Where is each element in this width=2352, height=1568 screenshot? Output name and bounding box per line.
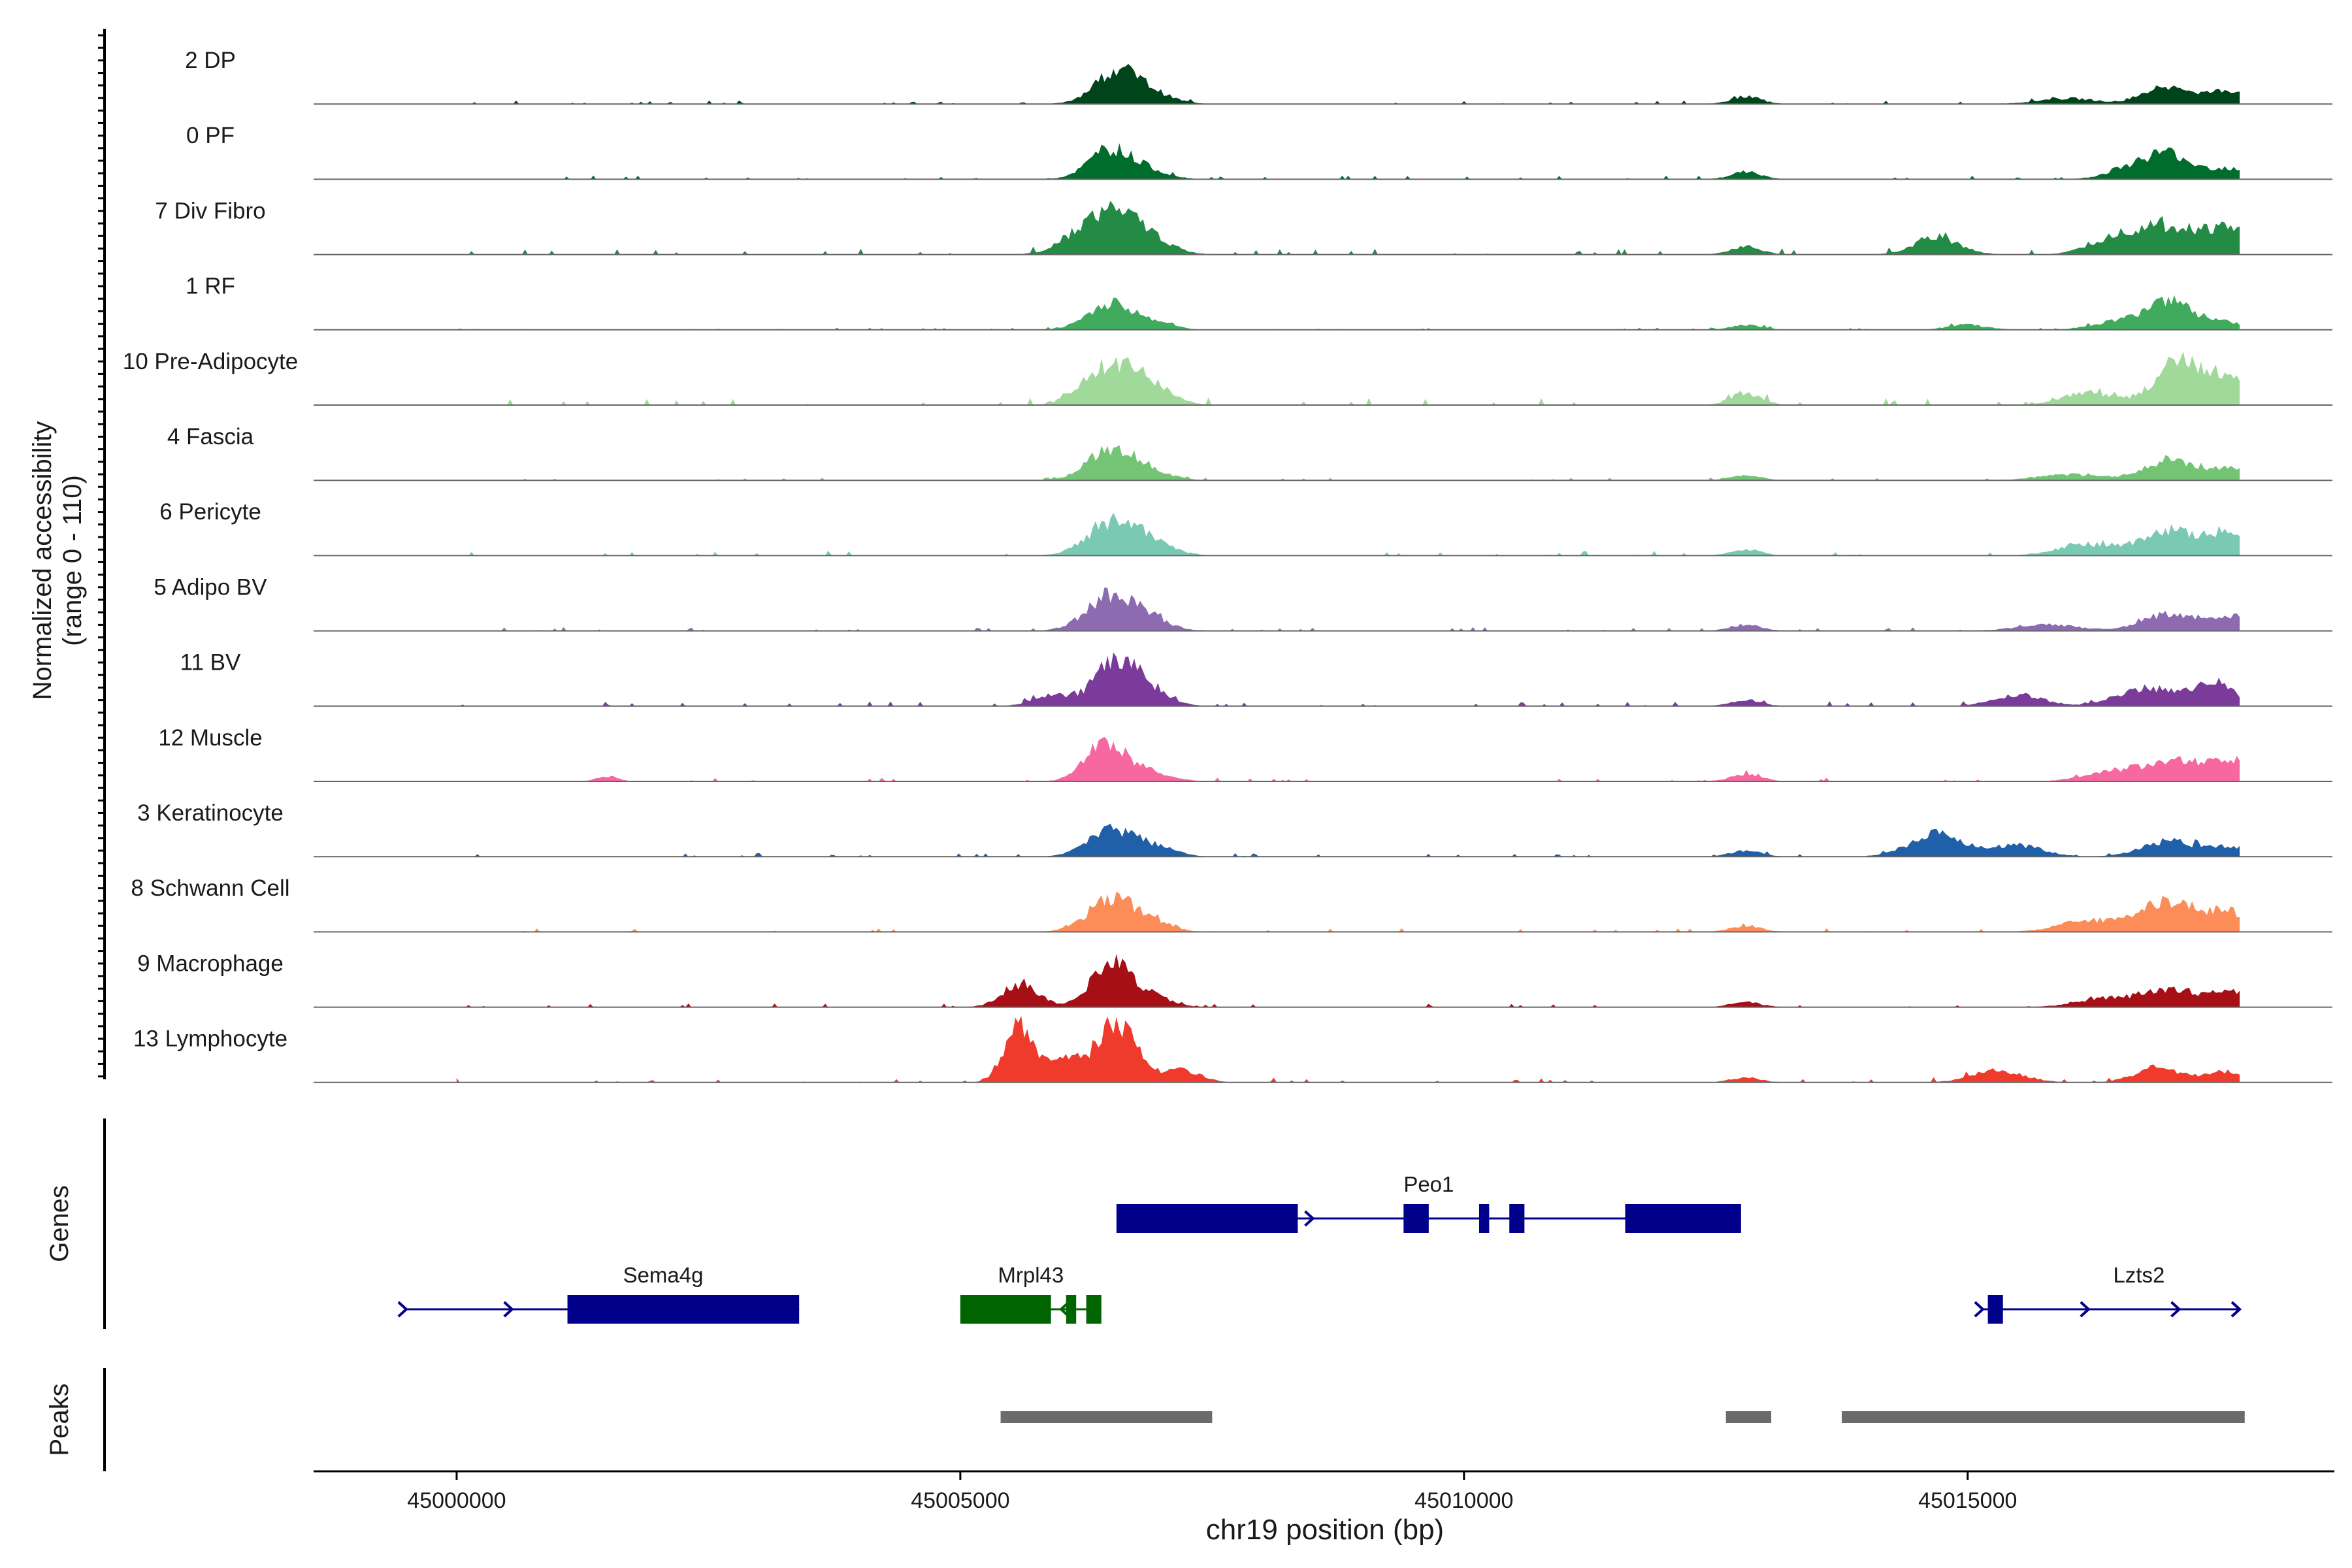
track-label: 7 Div Fibro: [155, 198, 265, 223]
strand-arrow-icon: [503, 1301, 514, 1318]
strand-arrow-icon: [1304, 1210, 1315, 1227]
track-5-adipo-bv: [314, 587, 2332, 632]
coverage-area: [456, 1015, 2240, 1083]
track-label: 3 Keratinocyte: [137, 800, 284, 826]
track-label: 10 Pre-Adipocyte: [123, 349, 298, 374]
y-axis: Normalized accessibility (range 0 - 110): [28, 29, 106, 1079]
coverage-area: [456, 143, 2240, 180]
track-label: 9 Macrophage: [137, 951, 284, 976]
track-label: 13 Lymphocyte: [133, 1026, 287, 1052]
y-axis-label-line2: (range 0 - 110): [58, 475, 87, 646]
track-4-fascia: [314, 445, 2332, 482]
track-10-pre-adipocyte: [314, 351, 2332, 406]
gene-peo1: Peo1: [1116, 1172, 1741, 1233]
track-label: 8 Schwann Cell: [131, 875, 289, 901]
gene-exon: [1625, 1204, 1741, 1233]
x-tick-label: 45000000: [407, 1488, 506, 1513]
y-axis-label-line1: Normalized accessibility: [28, 421, 57, 700]
peak-region-bar: [1842, 1411, 2245, 1423]
gene-exon: [960, 1295, 1051, 1324]
gene-exon: [1066, 1295, 1077, 1324]
strand-arrow-icon: [1974, 1301, 1985, 1318]
coverage-area: [456, 513, 2240, 556]
genes-panel-label: Genes: [45, 1185, 74, 1262]
track-label: 0 PF: [186, 123, 235, 148]
gene-exon: [1987, 1295, 2003, 1324]
gene-mrpl43: Mrpl43: [960, 1263, 1102, 1324]
genes-panel: Genes Peo1 Sema4g Mrpl43 Lzts2: [45, 1119, 2242, 1329]
track-label: 2 DP: [185, 48, 236, 73]
coverage-area: [456, 892, 2240, 932]
strand-arrow-icon: [397, 1301, 408, 1318]
gene-label: Lzts2: [2113, 1263, 2164, 1287]
x-tick-label: 45010000: [1414, 1488, 1513, 1513]
track-label: 4 Fascia: [167, 424, 254, 449]
peaks-panel: Peaks: [45, 1368, 2245, 1471]
peak-regions: [1000, 1411, 2245, 1423]
strand-arrow-icon: [2170, 1301, 2181, 1318]
track-label: 12 Muscle: [158, 725, 263, 751]
track-3-keratinocyte: [314, 823, 2332, 858]
gene-sema4g: Sema4g: [397, 1263, 800, 1324]
track-label: 5 Adipo BV: [154, 574, 267, 600]
gene-exon: [1116, 1204, 1298, 1233]
strand-arrow-icon: [2230, 1301, 2242, 1318]
gene-exon: [1478, 1204, 1490, 1233]
accessibility-tracks: [314, 63, 2332, 1083]
track-label: 6 Pericyte: [159, 499, 261, 525]
x-tick-label: 45015000: [1918, 1488, 2017, 1513]
strand-arrow-icon: [1410, 1210, 1421, 1227]
coverage-area: [456, 63, 2240, 105]
track-label: 11 BV: [180, 650, 241, 676]
strand-arrow-icon: [1059, 1301, 1070, 1318]
x-axis-label: chr19 position (bp): [1206, 1514, 1444, 1546]
gene-label: Sema4g: [623, 1263, 704, 1287]
coverage-area: [456, 445, 2240, 481]
x-axis-ticks: 45000000 45005000 45010000 45015000: [407, 1471, 2017, 1513]
track-labels: 2 DP 0 PF 7 Div Fibro 1 RF 10 Pre-Adipocyte 4…: [123, 48, 298, 1052]
track-8-schwann-cell: [314, 892, 2332, 933]
coverage-area: [456, 351, 2240, 405]
peaks-panel-label: Peaks: [45, 1383, 74, 1456]
gene-lzts2: Lzts2: [1974, 1263, 2242, 1324]
track-6-pericyte: [314, 513, 2332, 557]
x-tick-label: 45005000: [911, 1488, 1009, 1513]
peak-region-bar: [1000, 1411, 1213, 1423]
coverage-area: [456, 295, 2240, 330]
gene-exon: [1509, 1204, 1525, 1233]
track-12-muscle: [314, 736, 2332, 782]
coverage-area: [456, 953, 2240, 1007]
gene-exon: [1086, 1295, 1102, 1324]
gene-label: Mrpl43: [998, 1263, 1064, 1287]
gene-models: Peo1 Sema4g Mrpl43 Lzts2: [397, 1172, 2242, 1324]
track-13-lymphocyte: [314, 1015, 2332, 1083]
gene-exon: [1403, 1204, 1429, 1233]
x-axis: 45000000 45005000 45010000 45015000 chr19 p…: [314, 1470, 2334, 1546]
coverage-area: [456, 201, 2240, 255]
coverage-area: [456, 587, 2240, 631]
coverage-area: [456, 736, 2240, 781]
track-0-pf: [314, 143, 2332, 180]
coverage-area: [456, 823, 2240, 857]
track-1-rf: [314, 295, 2332, 331]
strand-arrow-icon: [2080, 1301, 2091, 1318]
track-2-dp: [314, 63, 2332, 105]
track-9-macrophage: [314, 953, 2332, 1008]
peak-region-bar: [1725, 1411, 1772, 1423]
gene-label: Peo1: [1403, 1172, 1454, 1196]
track-7-div-fibro: [314, 201, 2332, 255]
y-axis-ticks: [98, 34, 105, 1078]
track-label: 1 RF: [186, 274, 235, 299]
track-11-bv: [314, 652, 2332, 707]
coverage-area: [456, 652, 2240, 706]
gene-exon: [567, 1295, 800, 1324]
